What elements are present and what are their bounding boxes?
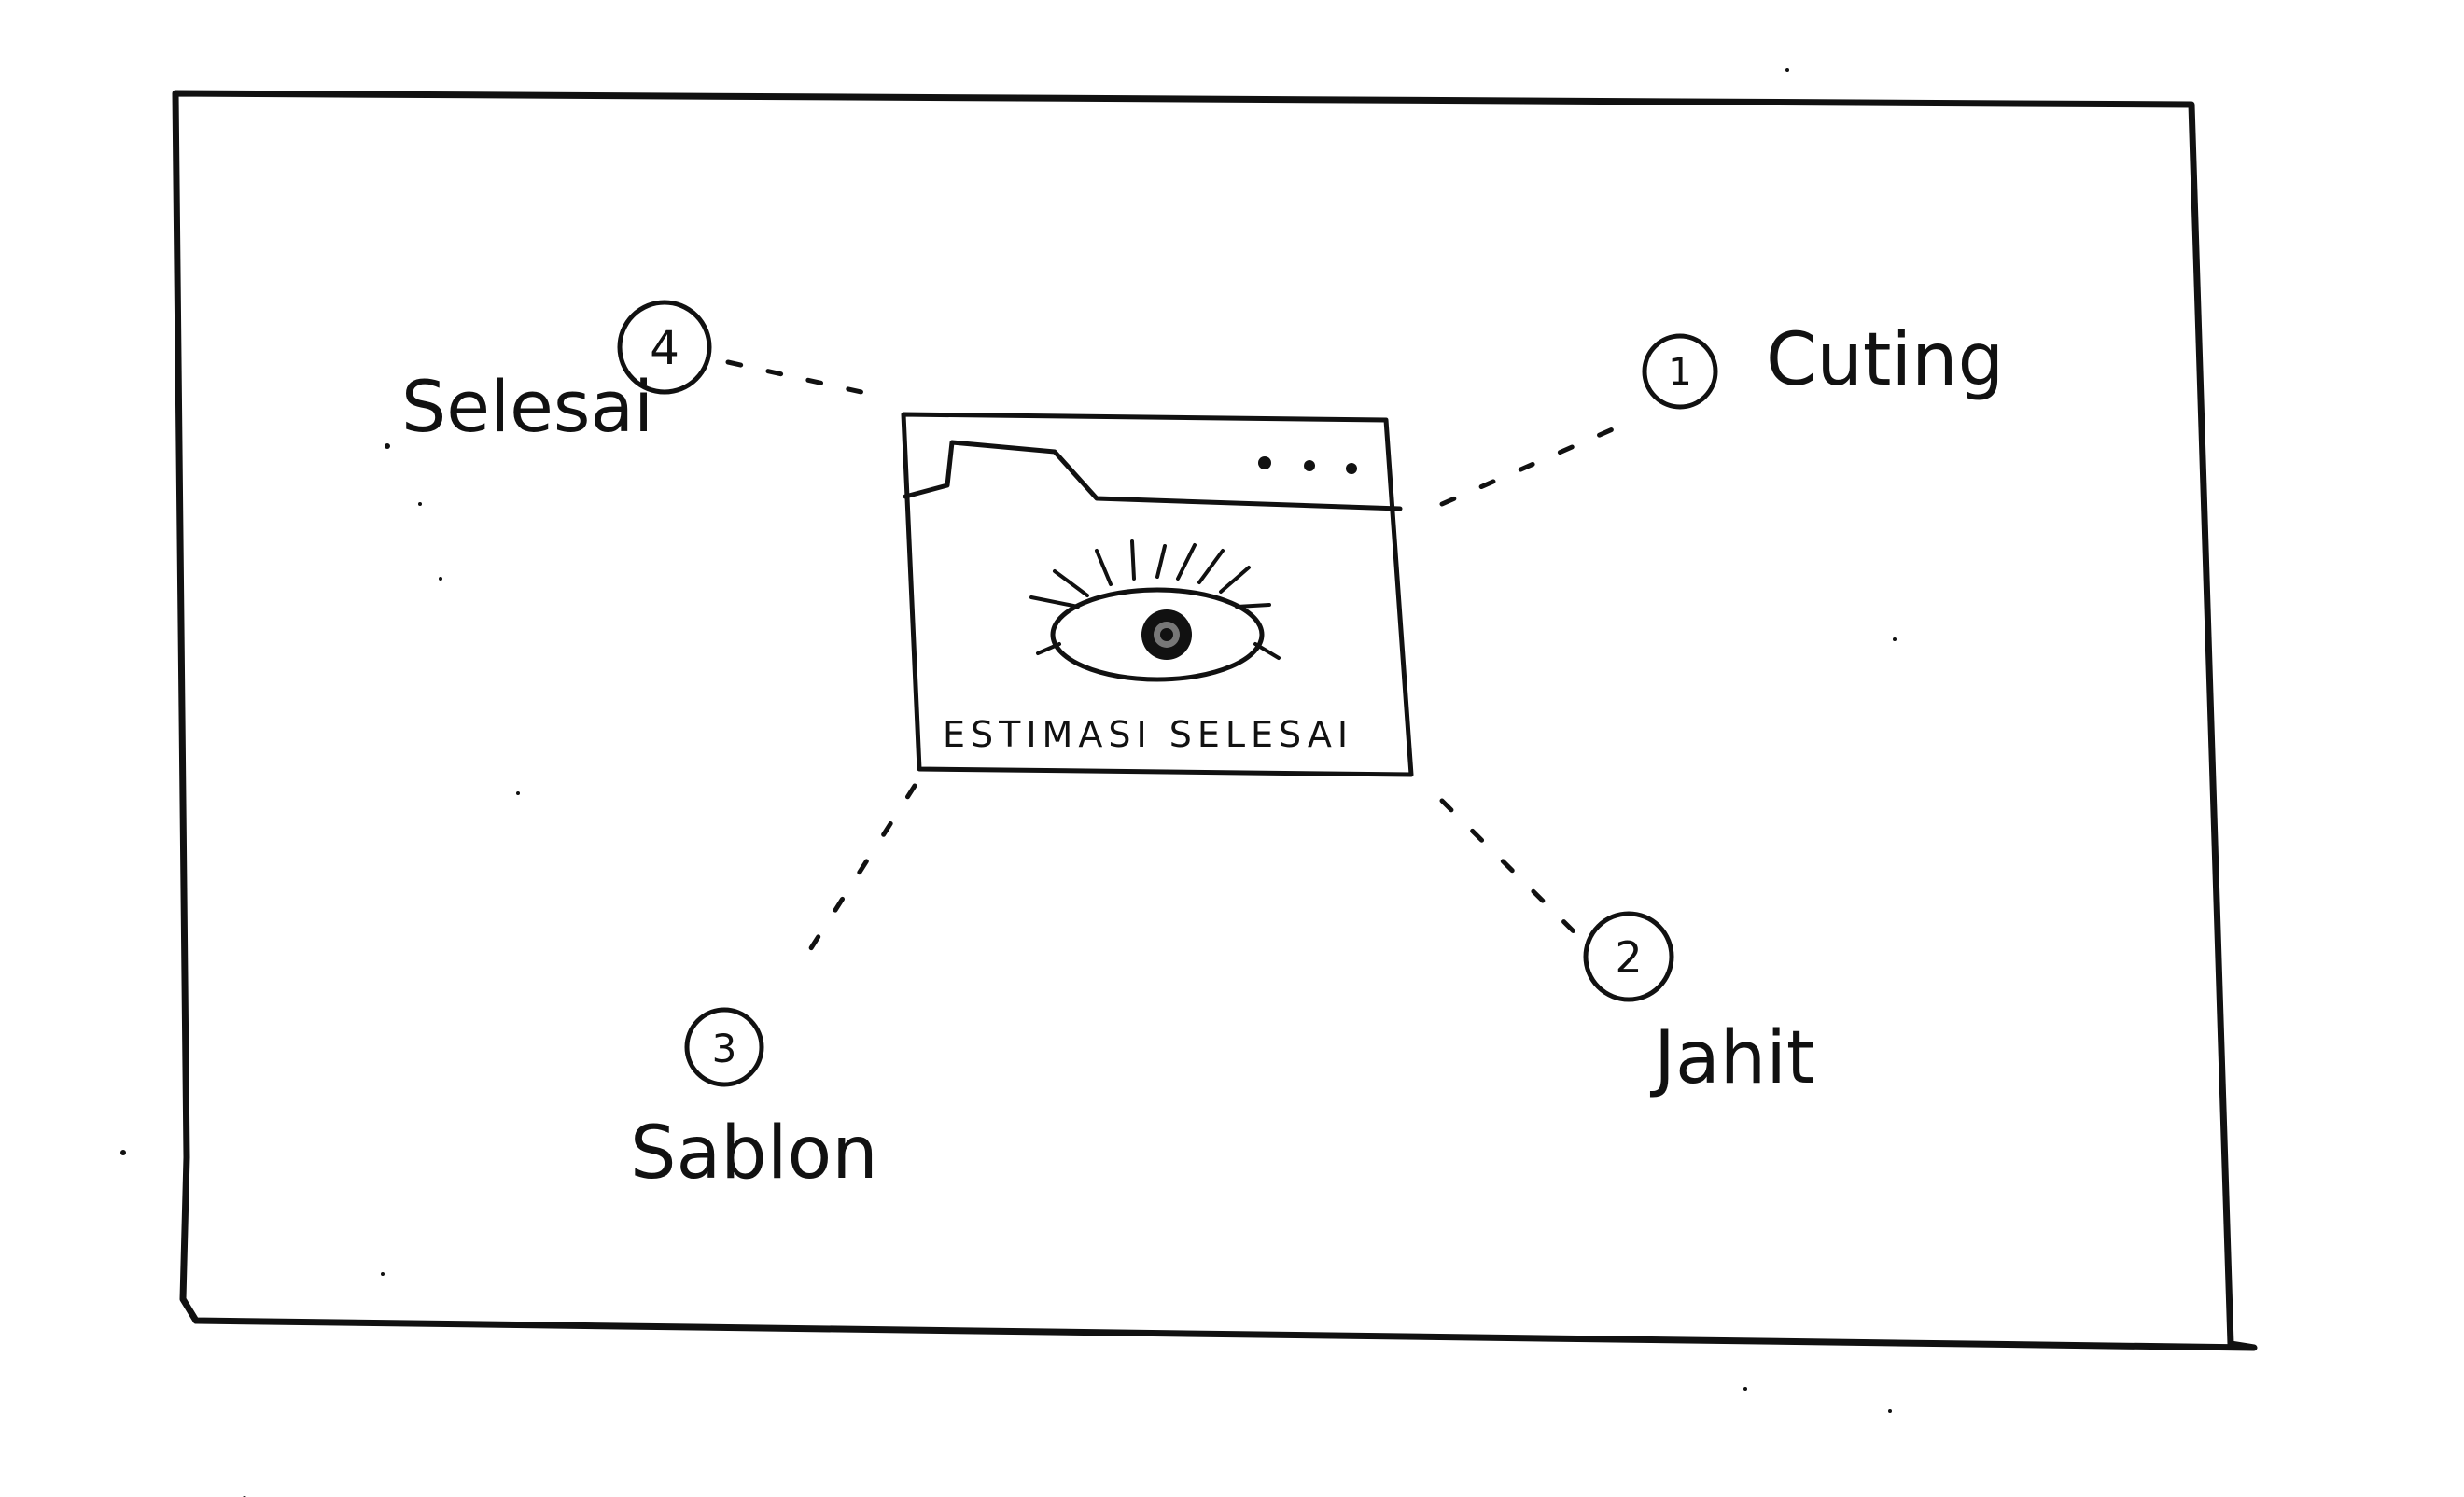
connector-step-3	[800, 783, 917, 964]
step-4-label: Selesai	[401, 365, 653, 448]
step-1-number: 1	[1668, 351, 1691, 394]
step-2-jahit[interactable]: 2 Jahit	[1583, 911, 1815, 1100]
step-3-badge	[684, 1007, 764, 1087]
step-1-label: Cuting	[1766, 318, 2004, 402]
eye-icon	[1029, 539, 1281, 682]
step-2-badge	[1583, 911, 1674, 1002]
step-4-selesai[interactable]: 4 Selesai	[401, 300, 712, 448]
more-dots-icon[interactable]	[1258, 456, 1357, 474]
connector-step-2	[1439, 798, 1580, 938]
step-2-label: Jahit	[1649, 1016, 1815, 1100]
connector-lines	[725, 359, 1641, 964]
connector-step-4	[725, 359, 885, 399]
step-3-label: Sablon	[630, 1112, 878, 1196]
step-4-number: 4	[650, 321, 679, 375]
ink-specks	[120, 68, 1897, 1497]
step-1-badge	[1642, 333, 1718, 410]
step-3-sablon[interactable]: 3 Sablon	[630, 1007, 878, 1196]
estimasi-selesai-card[interactable]: ESTIMASI SELESAI	[901, 412, 1414, 777]
step-3-number: 3	[712, 1026, 737, 1071]
step-2-number: 2	[1615, 932, 1642, 983]
step-1-cuting[interactable]: 1 Cuting	[1642, 318, 2004, 410]
connector-step-1	[1439, 415, 1641, 507]
screen-frame	[172, 90, 2258, 1351]
step-4-badge	[617, 300, 712, 395]
card-caption: ESTIMASI SELESAI	[943, 714, 1353, 755]
folder-tab-line	[903, 440, 1403, 511]
